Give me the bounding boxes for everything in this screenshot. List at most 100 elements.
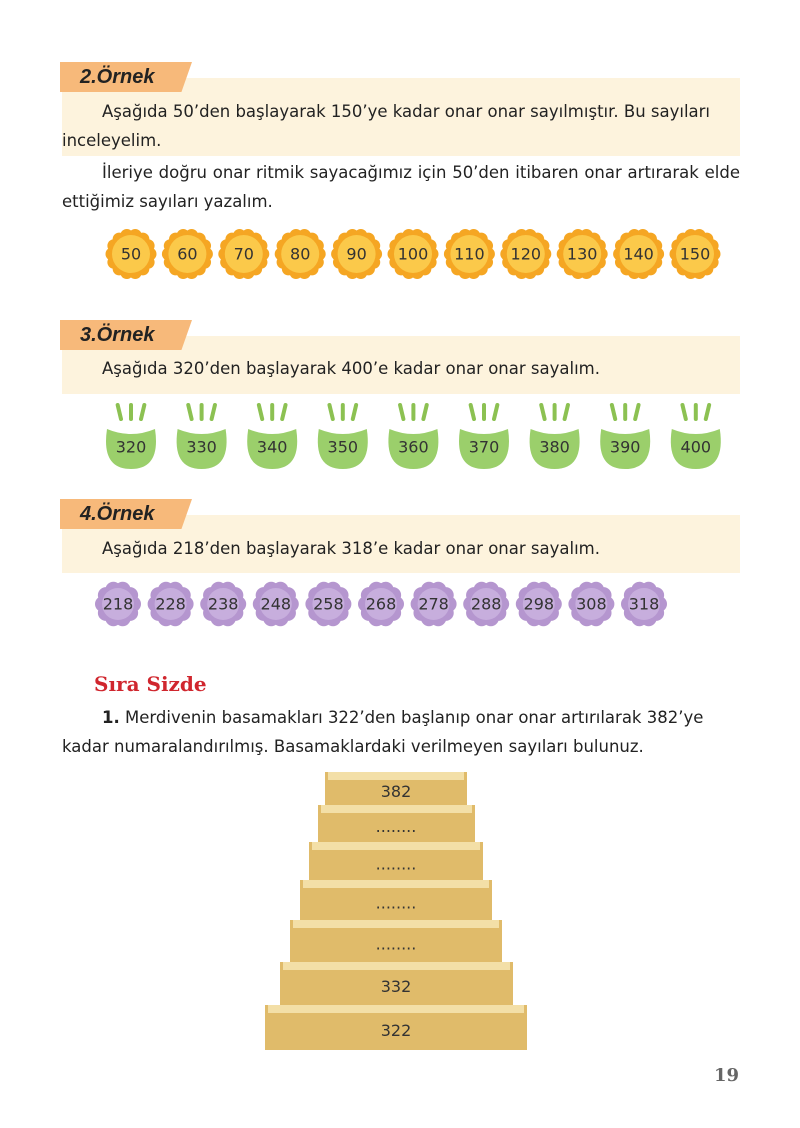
bud-number: 360 xyxy=(398,438,429,457)
flower xyxy=(154,588,187,620)
sprout xyxy=(680,403,688,421)
flower xyxy=(628,588,660,620)
step-number: ........ xyxy=(376,935,417,954)
flower-number: 90 xyxy=(346,245,366,264)
flower-number: 278 xyxy=(418,595,449,614)
sprout xyxy=(492,403,500,421)
example-note: İleriye doğru onar ritmik sayacağımız iç… xyxy=(62,163,740,211)
section-title: Sıra Sizde xyxy=(94,672,207,696)
step-number: ........ xyxy=(376,817,417,836)
step-top xyxy=(268,1005,524,1013)
step-top xyxy=(303,880,489,888)
step-number: 322 xyxy=(381,1021,412,1040)
flower-number: 60 xyxy=(177,245,197,264)
flower-number: 50 xyxy=(121,245,141,264)
flower-number: 318 xyxy=(629,595,660,614)
sprout xyxy=(398,403,406,421)
bud xyxy=(247,429,298,469)
flower xyxy=(676,235,714,273)
bud xyxy=(176,429,227,469)
bud-number: 330 xyxy=(186,438,217,457)
bud xyxy=(459,429,509,469)
bud xyxy=(317,429,368,469)
step-top xyxy=(312,842,480,850)
flower xyxy=(224,235,263,273)
flower-number: 130 xyxy=(567,245,598,264)
bud-number: 340 xyxy=(257,438,288,457)
sprout xyxy=(186,403,194,421)
flower xyxy=(394,235,432,273)
bud-number: 350 xyxy=(328,438,359,457)
page-number: 19 xyxy=(714,1065,740,1086)
step-number: ........ xyxy=(376,855,417,874)
bud xyxy=(670,429,721,469)
sprout xyxy=(327,403,335,421)
flower xyxy=(102,588,134,620)
flower xyxy=(575,588,608,620)
flower xyxy=(470,588,503,620)
flower-number: 100 xyxy=(398,245,429,264)
step-top xyxy=(321,805,472,813)
flower xyxy=(112,235,150,273)
sprout xyxy=(539,403,547,421)
flower xyxy=(168,235,207,273)
example-label: 3.Örnek xyxy=(60,320,192,350)
section-text: 1. Merdivenin basamakları 322’den başlan… xyxy=(62,703,740,761)
bud-number: 320 xyxy=(116,438,147,457)
flower-number: 298 xyxy=(524,595,555,614)
example-label: 2.Örnek xyxy=(60,62,192,92)
step-top xyxy=(328,772,464,780)
sprout xyxy=(350,403,359,421)
sprout xyxy=(115,403,123,421)
flower xyxy=(522,588,555,620)
bud xyxy=(106,429,156,469)
flower-number: 248 xyxy=(261,595,292,614)
sprout xyxy=(280,403,288,421)
bud-number: 400 xyxy=(681,438,712,457)
step-number: 332 xyxy=(381,977,412,996)
flower xyxy=(259,588,292,620)
sprout xyxy=(421,403,429,421)
flower-number: 80 xyxy=(290,245,310,264)
bud xyxy=(388,429,439,469)
sprout xyxy=(703,403,712,421)
flower xyxy=(312,588,345,620)
step-number: ........ xyxy=(376,894,417,913)
flower xyxy=(619,235,658,273)
flower-number: 308 xyxy=(576,595,607,614)
flower-number: 120 xyxy=(511,245,542,264)
bud-number: 390 xyxy=(610,438,641,457)
step-number: 382 xyxy=(381,782,412,801)
flower-number: 150 xyxy=(680,245,711,264)
flower xyxy=(281,235,320,273)
example-text: Aşağıda 320’den başlayarak 400’e kadar o… xyxy=(102,359,600,378)
sprout xyxy=(609,403,618,421)
flower-number: 288 xyxy=(471,595,502,614)
flower xyxy=(450,235,489,273)
sprout xyxy=(562,403,570,421)
flower xyxy=(563,235,602,273)
flower xyxy=(337,235,376,273)
sprout xyxy=(256,403,265,421)
section-number: 1. xyxy=(102,708,120,727)
flower xyxy=(506,235,545,273)
flower-number: 268 xyxy=(366,595,397,614)
bud xyxy=(529,429,580,469)
bud-number: 370 xyxy=(469,438,500,457)
flower-number: 70 xyxy=(234,245,254,264)
flower xyxy=(365,588,397,620)
flower-number: 238 xyxy=(208,595,239,614)
sprout xyxy=(139,403,147,421)
flower-number: 258 xyxy=(313,595,344,614)
example-text: Aşağıda 218’den başlayarak 318’e kadar o… xyxy=(102,539,600,558)
flower-number: 218 xyxy=(103,595,134,614)
example-label: 4.Örnek xyxy=(60,499,192,529)
step-top xyxy=(293,920,499,928)
sprout xyxy=(633,403,641,421)
flower-number: 110 xyxy=(454,245,485,264)
bud xyxy=(600,429,651,469)
flower-number: 140 xyxy=(623,245,654,264)
flower-number: 228 xyxy=(155,595,186,614)
